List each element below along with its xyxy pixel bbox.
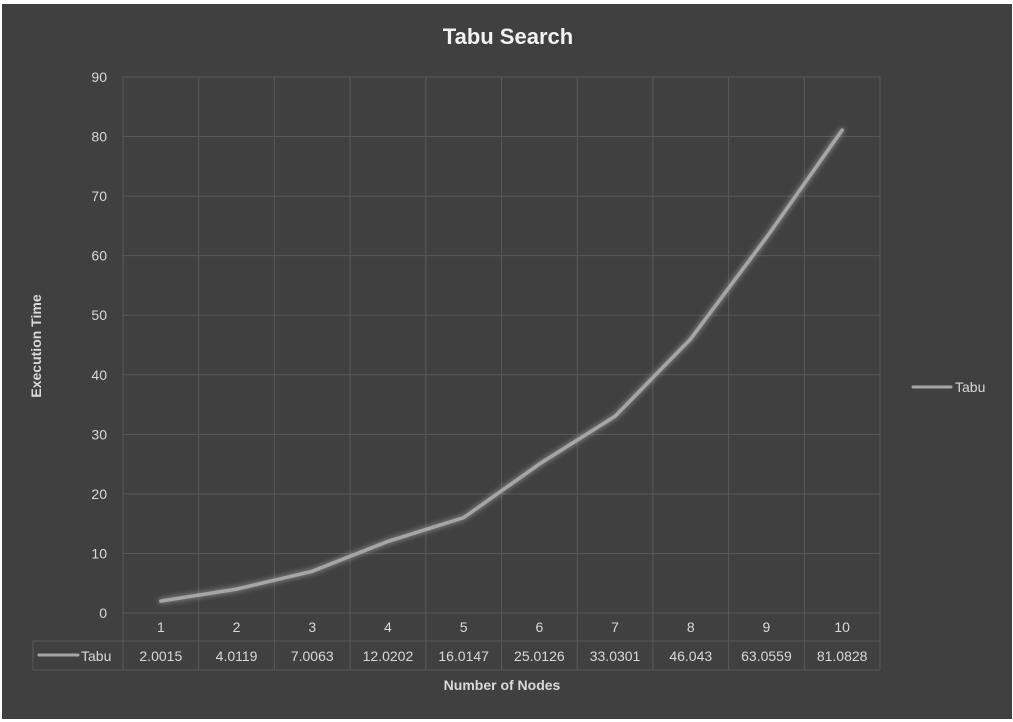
y-tick-label: 90 bbox=[91, 69, 107, 85]
data-table-cell: 81.0828 bbox=[817, 648, 868, 664]
chart-title: Tabu Search bbox=[443, 24, 573, 49]
data-table-cell: 4.0119 bbox=[216, 648, 258, 664]
grid-layer bbox=[122, 76, 881, 613]
data-table-cell: 16.0147 bbox=[438, 648, 489, 664]
y-tick-label: 20 bbox=[91, 486, 107, 502]
x-tick-label: 9 bbox=[763, 619, 771, 635]
y-tick-label: 10 bbox=[91, 545, 107, 561]
data-table-cell: 46.043 bbox=[669, 648, 712, 664]
x-tick-label: 7 bbox=[611, 619, 619, 635]
data-table: 1 2 3 4 5 6 7 8 9 10 2.0015 4.0119 7.0063 12.0202 16.0… bbox=[32, 612, 881, 671]
data-table-cell: 33.0301 bbox=[590, 648, 641, 664]
x-tick-label: 4 bbox=[384, 619, 392, 635]
x-tick-label: 10 bbox=[834, 619, 850, 635]
y-tick-label: 70 bbox=[91, 188, 107, 204]
y-tick-label: 50 bbox=[91, 307, 107, 323]
x-axis-title: Number of Nodes bbox=[444, 677, 561, 693]
data-table-cell: 25.0126 bbox=[514, 648, 565, 664]
x-tick-label: 1 bbox=[157, 619, 165, 635]
x-tick-label: 6 bbox=[535, 619, 543, 635]
y-tick-label: 80 bbox=[91, 129, 107, 145]
x-tick-label: 2 bbox=[233, 619, 241, 635]
legend-label: Tabu bbox=[955, 379, 985, 395]
data-table-cell: 7.0063 bbox=[291, 648, 334, 664]
x-tick-label: 3 bbox=[308, 619, 316, 635]
y-tick-label: 30 bbox=[91, 426, 107, 442]
y-tick-label: 0 bbox=[99, 605, 107, 621]
data-table-cell: 63.0559 bbox=[741, 648, 792, 664]
y-axis-ticks: 0 10 20 30 40 50 60 70 80 90 bbox=[91, 69, 107, 621]
series-line-tabu bbox=[159, 128, 844, 603]
data-table-cell: 2.0015 bbox=[139, 648, 182, 664]
series-layer bbox=[159, 128, 844, 603]
y-axis-title: Execution Time bbox=[28, 294, 44, 397]
x-tick-label: 8 bbox=[687, 619, 695, 635]
y-tick-label: 40 bbox=[91, 367, 107, 383]
y-tick-label: 60 bbox=[91, 248, 107, 264]
x-tick-label: 5 bbox=[460, 619, 468, 635]
table-series-name: Tabu bbox=[81, 648, 111, 664]
data-table-cell: 12.0202 bbox=[363, 648, 414, 664]
legend: Tabu bbox=[911, 379, 985, 395]
